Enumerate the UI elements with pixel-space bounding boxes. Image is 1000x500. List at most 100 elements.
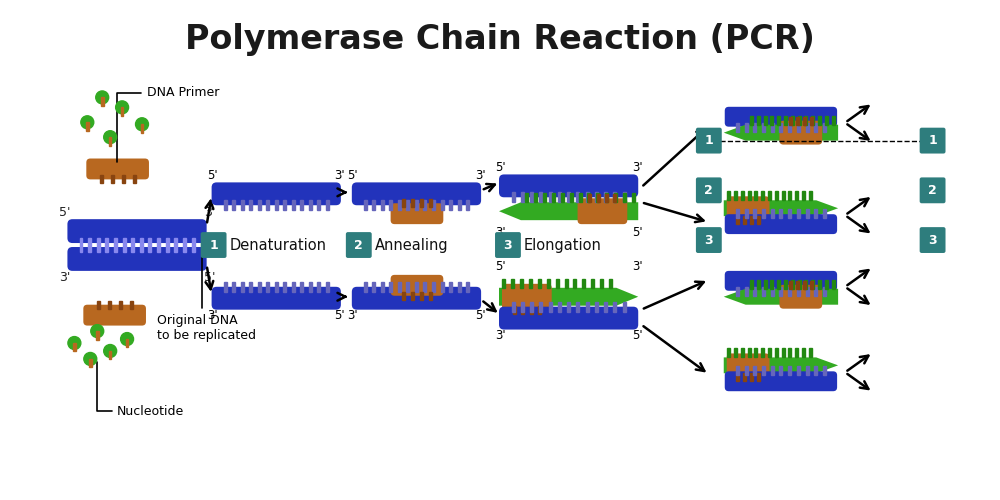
Bar bbox=[604, 302, 607, 312]
Bar bbox=[802, 348, 805, 358]
FancyBboxPatch shape bbox=[502, 284, 552, 310]
Text: 3': 3' bbox=[495, 328, 505, 342]
Bar bbox=[525, 194, 528, 202]
Bar bbox=[300, 282, 303, 292]
Bar bbox=[512, 302, 515, 312]
Bar bbox=[796, 281, 799, 289]
Bar bbox=[802, 192, 805, 200]
FancyBboxPatch shape bbox=[696, 178, 722, 204]
Bar bbox=[754, 348, 757, 358]
Bar bbox=[832, 116, 835, 124]
Bar bbox=[814, 366, 817, 376]
Bar bbox=[130, 300, 133, 308]
Polygon shape bbox=[724, 358, 838, 374]
Bar bbox=[811, 280, 814, 289]
Bar bbox=[109, 351, 111, 360]
Bar bbox=[567, 192, 570, 202]
Bar bbox=[576, 192, 579, 202]
Bar bbox=[613, 194, 616, 202]
Bar bbox=[381, 282, 384, 292]
Bar bbox=[782, 348, 785, 358]
Bar bbox=[88, 238, 91, 252]
Bar bbox=[539, 192, 542, 202]
Bar bbox=[750, 374, 753, 382]
Bar bbox=[372, 200, 375, 210]
Circle shape bbox=[121, 332, 134, 345]
Circle shape bbox=[68, 336, 81, 349]
Bar bbox=[317, 282, 320, 292]
Bar bbox=[249, 200, 252, 210]
Text: 3': 3' bbox=[207, 308, 218, 322]
Bar bbox=[762, 366, 765, 376]
Circle shape bbox=[91, 324, 104, 338]
Bar bbox=[576, 302, 579, 312]
Bar bbox=[753, 287, 756, 296]
Bar bbox=[595, 192, 598, 202]
FancyBboxPatch shape bbox=[696, 227, 722, 253]
Bar bbox=[402, 200, 405, 207]
Bar bbox=[814, 287, 817, 296]
Bar bbox=[823, 122, 826, 132]
Bar bbox=[771, 122, 774, 132]
Bar bbox=[605, 194, 608, 202]
Bar bbox=[513, 306, 516, 314]
Bar bbox=[114, 238, 117, 252]
Bar bbox=[632, 194, 635, 202]
FancyBboxPatch shape bbox=[725, 372, 837, 391]
Bar bbox=[734, 348, 737, 358]
Bar bbox=[768, 192, 771, 200]
Bar bbox=[588, 194, 591, 202]
Bar bbox=[561, 194, 564, 202]
Text: 3': 3' bbox=[632, 260, 643, 273]
Bar bbox=[734, 192, 737, 200]
Bar bbox=[596, 194, 599, 202]
Bar bbox=[275, 282, 278, 292]
Bar bbox=[96, 331, 99, 340]
Bar bbox=[803, 116, 806, 124]
Bar bbox=[538, 279, 541, 288]
Text: 3': 3' bbox=[335, 170, 345, 182]
FancyBboxPatch shape bbox=[696, 128, 722, 154]
Text: 3: 3 bbox=[504, 238, 512, 252]
Bar bbox=[101, 98, 104, 106]
Bar bbox=[411, 200, 414, 207]
Bar bbox=[317, 200, 320, 210]
Bar bbox=[458, 282, 461, 292]
Bar bbox=[558, 302, 561, 312]
Bar bbox=[727, 192, 730, 200]
Bar bbox=[549, 192, 552, 202]
Bar bbox=[258, 282, 261, 292]
Bar bbox=[420, 292, 423, 300]
Bar bbox=[415, 200, 418, 210]
Bar bbox=[784, 116, 787, 124]
Bar bbox=[224, 282, 227, 292]
Text: Polymerase Chain Reaction (PCR): Polymerase Chain Reaction (PCR) bbox=[185, 24, 815, 56]
FancyBboxPatch shape bbox=[779, 285, 822, 308]
Bar bbox=[762, 287, 765, 296]
Polygon shape bbox=[724, 124, 838, 140]
Bar bbox=[586, 192, 589, 202]
Bar bbox=[782, 192, 785, 200]
Bar bbox=[809, 348, 812, 358]
Bar bbox=[140, 238, 143, 252]
Text: 5': 5' bbox=[632, 328, 643, 342]
Bar bbox=[398, 200, 401, 210]
Text: Annealing: Annealing bbox=[375, 238, 448, 252]
Bar bbox=[753, 209, 756, 218]
Bar bbox=[623, 194, 626, 202]
Bar bbox=[300, 200, 303, 210]
Bar bbox=[804, 116, 807, 124]
Bar bbox=[432, 282, 435, 292]
Bar bbox=[823, 366, 826, 376]
Bar bbox=[466, 282, 469, 292]
Bar bbox=[398, 282, 401, 292]
Bar bbox=[623, 302, 626, 312]
Bar bbox=[797, 209, 800, 218]
Bar bbox=[275, 200, 278, 210]
Bar bbox=[736, 209, 739, 218]
Bar bbox=[745, 366, 748, 376]
Bar bbox=[587, 194, 590, 202]
Bar bbox=[814, 209, 817, 218]
Bar bbox=[788, 122, 791, 132]
Bar bbox=[449, 200, 452, 210]
